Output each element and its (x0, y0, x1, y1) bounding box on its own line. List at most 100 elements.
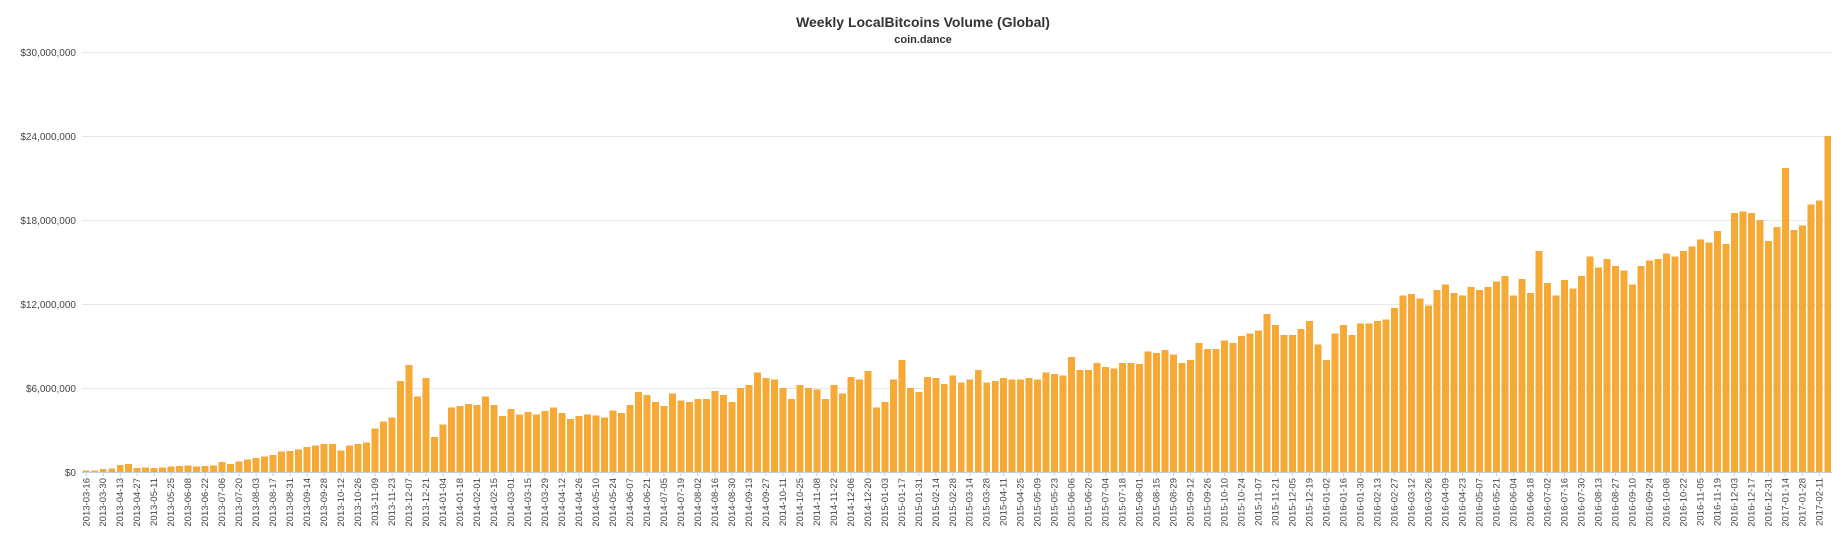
bar (1289, 334, 1297, 472)
bar (583, 414, 591, 472)
bar (380, 421, 388, 472)
bar (753, 372, 761, 472)
bar (762, 378, 770, 472)
x-tick-label: 2016-10-08 (1661, 478, 1672, 527)
bar (1773, 227, 1781, 472)
bar (1204, 348, 1212, 472)
chart-subtitle: coin.dance (894, 34, 951, 46)
bar (830, 385, 838, 472)
bar (371, 428, 379, 472)
x-tick-label: 2015-05-23 (1050, 478, 1061, 527)
x-tick-label: 2013-07-20 (234, 478, 245, 527)
bar (1603, 259, 1611, 472)
bar (235, 461, 243, 472)
bar (1594, 267, 1602, 472)
bar (1433, 290, 1441, 472)
bar (1730, 213, 1738, 472)
x-tick-label: 2013-09-28 (319, 478, 330, 527)
x-tick-label: 2016-11-05 (1695, 478, 1706, 526)
bar (1441, 284, 1449, 472)
bar (643, 395, 651, 472)
x-tick-label: 2014-06-21 (642, 478, 653, 527)
bar (91, 470, 99, 472)
bar (1756, 220, 1764, 472)
bar (1391, 308, 1398, 472)
x-tick-label: 2013-07-06 (217, 478, 228, 527)
x-tick-label: 2016-09-10 (1627, 478, 1638, 527)
bar (354, 444, 362, 472)
bar (1416, 298, 1424, 472)
bar (1272, 325, 1280, 472)
bar (1705, 242, 1713, 472)
x-tick-label: 2013-04-13 (115, 478, 126, 527)
bar (210, 465, 218, 472)
bar (1357, 323, 1365, 472)
x-tick-label: 2015-10-24 (1237, 478, 1248, 527)
x-tick-label: 2015-11-21 (1271, 478, 1282, 526)
bar (439, 424, 447, 472)
x-tick-label: 2014-02-01 (472, 478, 483, 527)
bar (966, 379, 974, 472)
x-tick-label: 2014-01-04 (438, 478, 449, 527)
x-tick-label: 2014-06-07 (625, 478, 636, 527)
bar (550, 407, 557, 472)
bar (448, 407, 456, 472)
x-tick-label: 2013-06-08 (183, 478, 194, 527)
x-tick-label: 2016-04-09 (1440, 478, 1451, 527)
x-tick-label: 2015-05-09 (1033, 478, 1044, 527)
x-tick-label: 2015-07-18 (1118, 478, 1129, 527)
x-tick-label: 2014-08-30 (727, 478, 738, 527)
x-tick-label: 2017-01-14 (1780, 478, 1791, 527)
bar (1696, 239, 1704, 472)
x-tick-label: 2017-01-28 (1797, 478, 1808, 527)
x-tick-label: 2014-09-27 (761, 478, 772, 527)
bar (796, 385, 804, 472)
x-tick-label: 2013-04-27 (132, 478, 143, 527)
bar (1085, 369, 1093, 472)
x-tick-label: 2014-11-22 (829, 478, 840, 526)
bar (864, 371, 872, 472)
bar (1297, 329, 1305, 472)
bar (303, 446, 311, 472)
bar (1807, 204, 1815, 472)
x-tick-label: 2017-02-11 (1814, 478, 1825, 526)
x-tick-label: 2014-04-26 (574, 478, 585, 527)
bar (957, 382, 965, 472)
x-tick-label: 2016-08-27 (1610, 478, 1621, 527)
x-tick-label: 2013-12-21 (421, 478, 432, 527)
y-tick-label: $0 (65, 468, 77, 479)
bar (363, 442, 371, 472)
x-tick-label: 2016-07-30 (1576, 478, 1587, 527)
x-tick-label: 2014-02-15 (489, 478, 500, 527)
bar (566, 418, 574, 472)
bar (1127, 362, 1135, 472)
x-tick-label: 2016-08-13 (1593, 478, 1604, 527)
y-tick-label: $24,000,000 (20, 132, 76, 143)
bar (1569, 288, 1577, 472)
bar (1654, 259, 1662, 472)
bar (133, 467, 141, 472)
bar (626, 404, 634, 472)
bar (312, 445, 320, 472)
bar (1042, 372, 1050, 472)
bar (838, 393, 846, 472)
x-tick-label: 2015-04-11 (999, 478, 1010, 526)
bar (227, 463, 235, 472)
bars (82, 136, 1832, 472)
x-axis: 2013-03-16 2013-03-30 2013-04-13 2013-04-27… (81, 472, 1825, 527)
bar (82, 470, 90, 472)
bar (1688, 246, 1696, 472)
x-tick-label: 2014-08-16 (710, 478, 721, 527)
bar (295, 449, 303, 472)
bar (1374, 320, 1381, 472)
bar (609, 410, 617, 472)
x-tick-label: 2013-11-23 (387, 478, 398, 526)
bar (660, 406, 668, 472)
bar (1399, 295, 1407, 472)
bar (1475, 290, 1483, 472)
bar (1781, 168, 1789, 472)
bar (473, 404, 481, 472)
bar (1280, 334, 1288, 472)
x-tick-label: 2016-12-03 (1729, 478, 1740, 527)
bar (337, 450, 345, 472)
